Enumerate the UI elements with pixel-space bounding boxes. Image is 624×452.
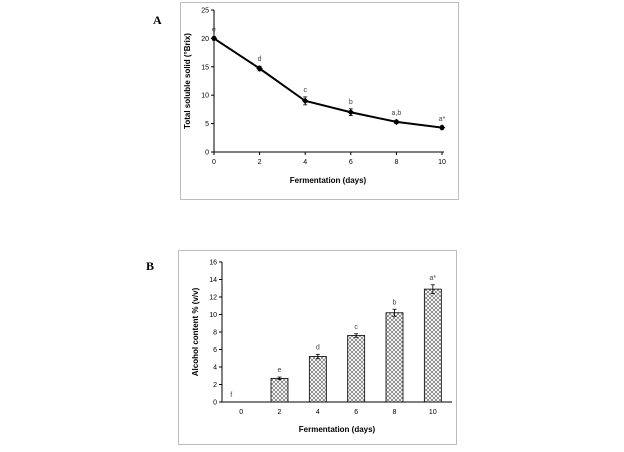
x-tick-label: 0: [212, 159, 216, 166]
data-point: [302, 97, 309, 105]
significance-label: d: [258, 56, 262, 63]
y-tick-label: 25: [201, 8, 209, 15]
data-point: [438, 124, 446, 131]
y-tick-label: 4: [213, 365, 217, 372]
x-tick-label: 2: [258, 159, 262, 166]
significance-label: a*: [439, 116, 446, 123]
x-tick-label: 10: [438, 159, 446, 166]
y-tick-label: 8: [213, 330, 217, 337]
y-tick-label: 12: [209, 295, 217, 302]
panel-label-b: B: [146, 259, 155, 273]
significance-label: c: [303, 87, 307, 94]
y-tick-label: 10: [209, 312, 217, 319]
significance-label: b: [349, 99, 353, 106]
significance-label: a,b: [392, 110, 402, 117]
x-tick-label: 8: [394, 159, 398, 166]
bar: [423, 288, 442, 403]
bar: [347, 335, 366, 403]
y-tick-label: 20: [201, 36, 209, 43]
significance-label: a*: [430, 275, 437, 282]
significance-label: e: [278, 367, 282, 374]
x-tick-label: 10: [429, 409, 437, 416]
y-tick-label: 0: [205, 150, 209, 157]
significance-label: d: [316, 344, 320, 351]
panel-label-a: A: [153, 13, 162, 27]
x-tick-label: 4: [316, 409, 320, 416]
bar: [308, 356, 327, 403]
y-tick-label: 5: [205, 121, 209, 128]
y-axis-title: Alcohol content % (v/v): [191, 287, 200, 376]
y-tick-label: 16: [209, 260, 217, 267]
x-tick-label: 4: [303, 159, 307, 166]
y-tick-label: 10: [201, 93, 209, 100]
y-tick-label: 14: [209, 277, 217, 284]
x-tick-label: 6: [349, 159, 353, 166]
series-line: [213, 37, 443, 129]
data-point: [210, 35, 218, 42]
data-point: [347, 109, 354, 116]
significance-label: f: [230, 392, 232, 399]
y-tick-label: 6: [213, 347, 217, 354]
x-axis-title: Fermentation (days): [290, 176, 367, 185]
y-tick-label: 15: [201, 64, 209, 71]
significance-label: b: [393, 299, 397, 306]
x-tick-label: 6: [354, 409, 358, 416]
x-tick-label: 2: [278, 409, 282, 416]
bar: [385, 312, 404, 403]
significance-label: e: [212, 27, 216, 34]
significance-label: c: [354, 324, 358, 331]
x-axis-title: Fermentation (days): [299, 425, 376, 434]
y-tick-label: 2: [213, 382, 217, 389]
chart-a-frame: [180, 2, 459, 200]
y-axis-title: Total soluble solid (°Brix): [183, 33, 192, 129]
data-point: [256, 65, 263, 72]
bar: [270, 377, 289, 403]
chart-b-frame: [178, 250, 457, 445]
y-tick-label: 0: [213, 400, 217, 407]
x-tick-label: 8: [393, 409, 397, 416]
data-point: [393, 118, 400, 126]
x-tick-label: 0: [239, 409, 243, 416]
